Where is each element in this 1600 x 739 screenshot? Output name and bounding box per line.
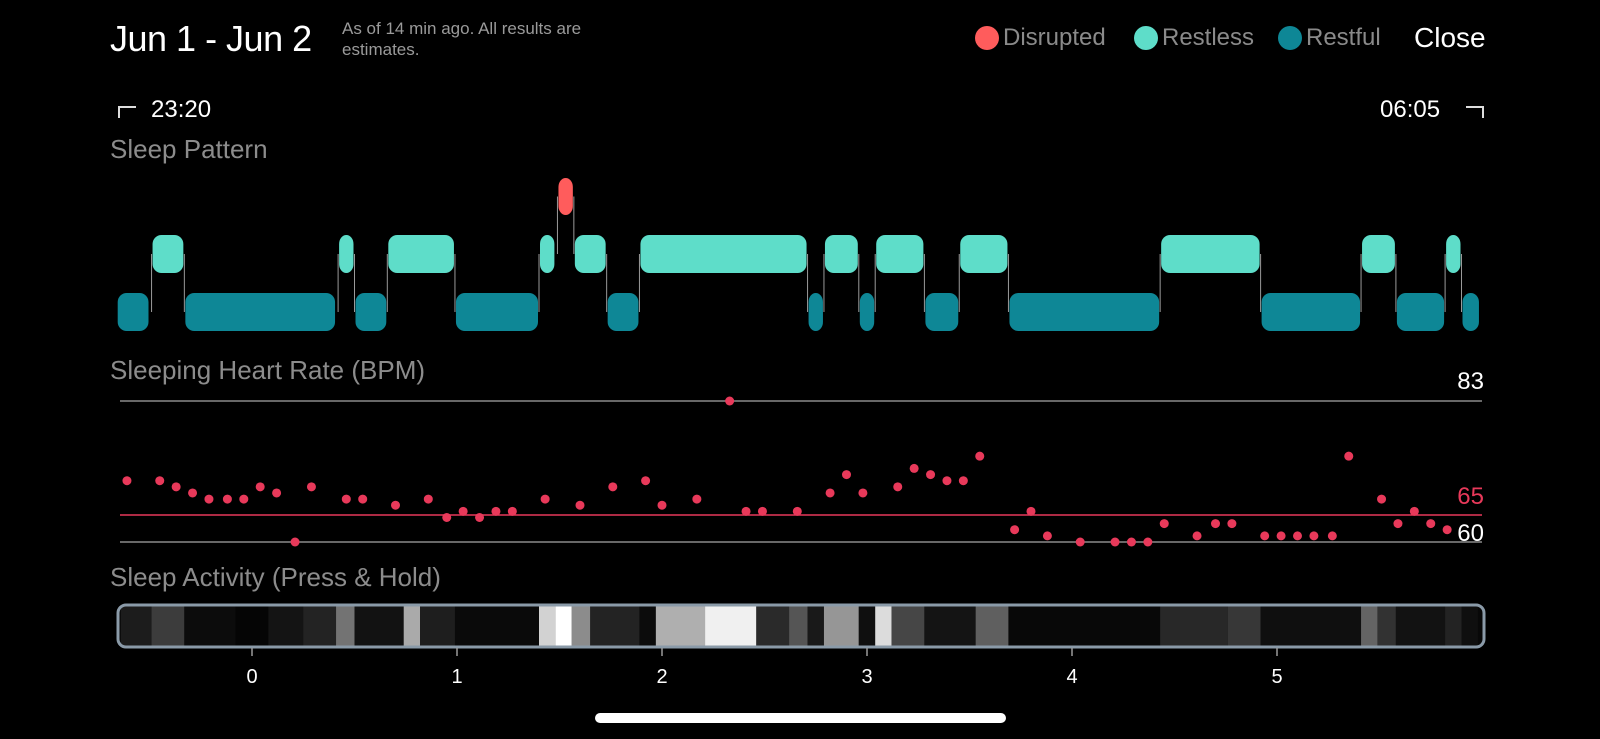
activity-band: [184, 605, 236, 647]
sleep-segment-restless: [1161, 235, 1260, 273]
activity-band: [1395, 605, 1446, 647]
restful-dot-icon: [1278, 26, 1302, 50]
activity-band: [1260, 605, 1362, 647]
sleep-segment-restful: [117, 293, 149, 331]
close-button[interactable]: Close: [1414, 22, 1486, 53]
activity-band: [555, 605, 572, 647]
activity-band: [403, 605, 421, 647]
restless-dot-icon: [1134, 26, 1158, 50]
activity-band: [571, 605, 591, 647]
axis-tick-label: 4: [1066, 666, 1077, 688]
sleep-segment-restful: [185, 293, 336, 331]
activity-band: [1361, 605, 1378, 647]
sleep-segment-restless: [960, 235, 1008, 273]
end-bracket-icon: [1466, 106, 1484, 118]
activity-band: [420, 605, 455, 647]
sleep-segment-restful: [455, 293, 538, 331]
activity-band: [235, 605, 269, 647]
sleep-segment-disrupted: [558, 178, 573, 215]
activity-band: [590, 605, 640, 647]
activity-band: [891, 605, 925, 647]
sleep-segment-restful: [808, 293, 823, 331]
start-bracket-icon: [118, 106, 136, 118]
sleep-segment-restless: [574, 235, 606, 273]
activity-band: [875, 605, 892, 647]
axis-tick-label: 2: [656, 666, 667, 688]
activity-frame: [116, 603, 1486, 649]
home-indicator[interactable]: [595, 713, 1006, 723]
axis-tick-label: 3: [861, 666, 872, 688]
legend-item-disrupted: Disrupted: [975, 24, 1106, 52]
axis-tick-label: 1: [451, 666, 462, 688]
sleep-pattern-label: Sleep Pattern: [110, 134, 268, 164]
activity-band: [756, 605, 790, 647]
sleep-segment-restful: [1396, 293, 1445, 331]
activity-band: [1377, 605, 1396, 647]
sleep-segment-restful: [1261, 293, 1361, 331]
sleep-segment-restless: [1446, 235, 1461, 273]
legend-item-restful: Restful: [1278, 24, 1381, 52]
activity-band: [807, 605, 824, 647]
sleep-segment-restless: [540, 235, 555, 273]
activity-band: [354, 605, 404, 647]
legend-label: Restful: [1306, 24, 1381, 51]
disrupted-dot-icon: [975, 26, 999, 50]
activity-band: [639, 605, 656, 647]
end-time: 06:05: [1380, 96, 1441, 123]
activity-band: [151, 605, 185, 647]
activity-band: [705, 605, 757, 647]
activity-band: [303, 605, 337, 647]
sleep-segment-restful: [607, 293, 639, 331]
sleep-segment-restful: [859, 293, 875, 331]
activity-band: [858, 605, 876, 647]
activity-band: [1445, 605, 1462, 647]
sleep-activity-label: Sleep Activity (Press & Hold): [110, 562, 441, 592]
activity-band: [975, 605, 1009, 647]
sleep-segment-restful: [1009, 293, 1160, 331]
sleep-segment-restful: [355, 293, 387, 331]
activity-band: [454, 605, 539, 647]
activity-band: [336, 605, 355, 647]
start-time: 23:20: [151, 96, 212, 123]
activity-band: [655, 605, 706, 647]
activity-band: [268, 605, 304, 647]
sleep-segment-restless: [876, 235, 924, 273]
axis-tick-label: 5: [1271, 666, 1282, 688]
activity-band: [789, 605, 808, 647]
legend-label: Disrupted: [1003, 24, 1106, 51]
sleep-segment-restful: [925, 293, 959, 331]
activity-band: [823, 605, 859, 647]
activity-band: [1160, 605, 1228, 647]
activity-band: [1227, 605, 1261, 647]
activity-band: [1008, 605, 1161, 647]
sleep-segment-restless: [640, 235, 807, 273]
activity-band: [924, 605, 976, 647]
activity-band: [539, 605, 556, 647]
subtitle-text: As of 14 min ago. All results are estima…: [342, 19, 582, 59]
legend-label: Restless: [1162, 24, 1255, 51]
axis-tick-label: 0: [246, 666, 257, 688]
sleep-segment-restless: [824, 235, 858, 273]
activity-band: [120, 605, 152, 647]
page-title: Jun 1 - Jun 2: [110, 18, 312, 59]
sleep-segment-restless: [388, 235, 454, 273]
sleep-segment-restless: [339, 235, 354, 273]
sleep-segment-restful: [1462, 293, 1479, 331]
sleep-segment-restless: [152, 235, 184, 273]
sleep-segment-restless: [1362, 235, 1395, 273]
heart-rate-label: Sleeping Heart Rate (BPM): [110, 355, 426, 385]
activity-band: [1461, 605, 1478, 647]
legend-item-restless: Restless: [1134, 24, 1254, 52]
